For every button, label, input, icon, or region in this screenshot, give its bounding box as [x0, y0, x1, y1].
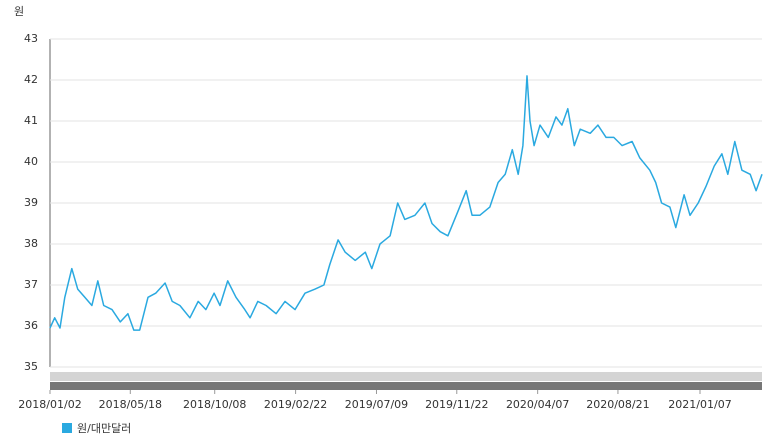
scrollbar-track[interactable] — [50, 372, 762, 381]
x-tick-label: 2018/10/08 — [183, 398, 246, 411]
y-tick-label: 40 — [24, 155, 38, 168]
scrollbar-handle[interactable] — [50, 382, 762, 390]
x-tick-label: 2019/07/09 — [345, 398, 408, 411]
x-tick-label: 2019/02/22 — [264, 398, 327, 411]
legend-label: 원/대만달러 — [77, 422, 131, 435]
y-tick-label: 38 — [24, 237, 38, 250]
y-tick-label: 37 — [24, 278, 38, 291]
x-tick-label: 2020/08/21 — [586, 398, 649, 411]
y-tick-label: 36 — [24, 319, 38, 332]
y-tick-label: 35 — [24, 360, 38, 373]
y-axis-label: 원 — [14, 5, 24, 18]
legend-swatch — [62, 423, 72, 433]
y-tick-label: 41 — [24, 114, 38, 127]
x-tick-label: 2021/01/07 — [668, 398, 731, 411]
data-line — [49, 75, 763, 331]
x-tick-label: 2020/04/07 — [506, 398, 569, 411]
x-tick-label: 2019/11/22 — [425, 398, 488, 411]
y-tick-label: 39 — [24, 196, 38, 209]
y-tick-label: 42 — [24, 73, 38, 86]
x-tick-label: 2018/01/02 — [18, 398, 81, 411]
y-tick-label: 43 — [24, 32, 38, 45]
x-tick-label: 2018/05/18 — [99, 398, 162, 411]
